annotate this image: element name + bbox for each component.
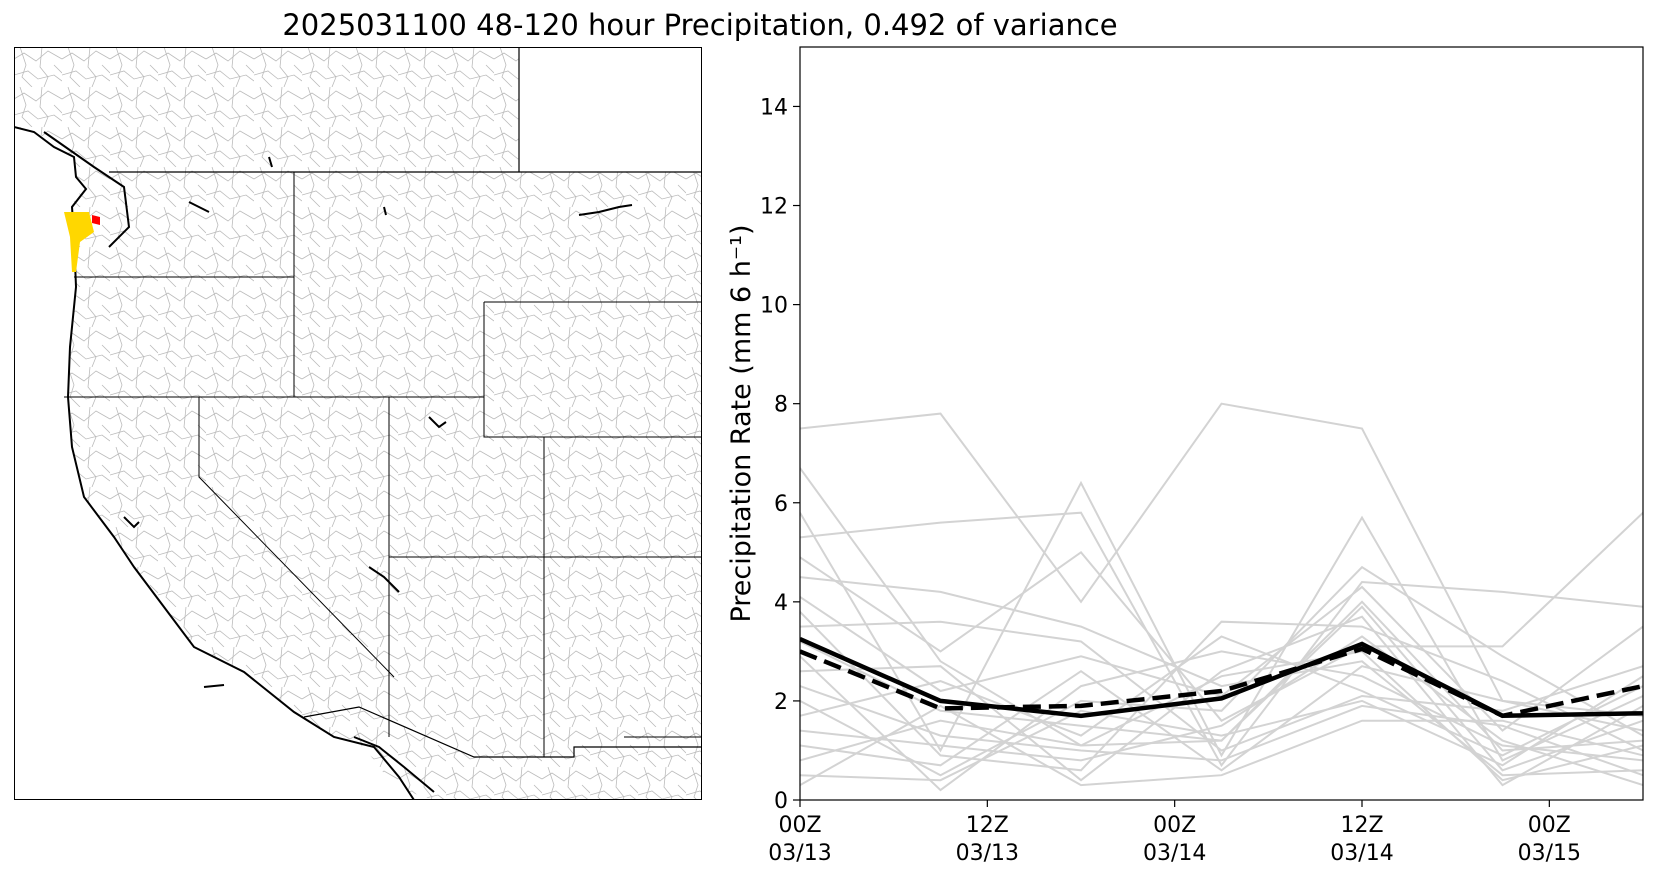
y-tick-label: 14 (760, 95, 788, 120)
border-mexico (303, 706, 702, 758)
x-tick-label: 03/14 (1143, 841, 1206, 866)
map-panel (14, 47, 702, 800)
x-tick-label: 03/15 (1518, 841, 1581, 866)
y-tick-label: 6 (774, 492, 788, 517)
ensemble-member-line-9 (800, 620, 1643, 752)
y-axis: 0 2 4 6 8 10 12 14 (760, 95, 800, 814)
ensemble-member-line-19 (800, 675, 1643, 782)
ensemble-member-line-10 (800, 605, 1643, 772)
region-map (14, 47, 702, 800)
ensemble-member-line-17 (800, 665, 1643, 772)
x-tick-label: 00Z (1153, 813, 1196, 838)
ensemble-member-line-15 (800, 635, 1643, 757)
ensemble-member-line-12 (800, 615, 1643, 787)
highlight-yellow (64, 212, 94, 272)
y-tick-label: 8 (774, 393, 788, 418)
x-tick-label: 00Z (778, 813, 821, 838)
lakes (123, 156, 633, 688)
ensemble-member-line-5 (800, 511, 1643, 722)
ensemble-member-line-4 (800, 511, 1643, 768)
ensemble-members (800, 402, 1643, 792)
mean-lines (800, 636, 1643, 719)
coastline (14, 126, 415, 800)
ensemble-member-line-11 (800, 650, 1643, 792)
ensemble-member-line-8 (800, 611, 1643, 772)
mean-solid-line (800, 636, 1643, 719)
ensemble-member-line-3 (800, 480, 1643, 762)
x-tick-label: 03/14 (1330, 841, 1393, 866)
ensemble-member-line-18 (800, 650, 1643, 782)
ensemble-member-line-20 (800, 704, 1643, 787)
x-tick-label: 12Z (966, 813, 1009, 838)
highlight-red (92, 215, 100, 225)
chart-title: 2025031100 48-120 hour Precipitation, 0.… (282, 8, 1118, 42)
y-tick-label: 0 (774, 789, 788, 814)
x-tick-label: 03/13 (956, 841, 1019, 866)
x-axis: 00Z 03/13 12Z 03/13 00Z 03/14 12Z 03/14 00Z 03/15… (768, 800, 1581, 866)
y-tick-label: 2 (774, 690, 788, 715)
ensemble-member-line-2 (800, 467, 1643, 752)
ensemble-member-line-1 (800, 402, 1643, 732)
plot-frame (799, 46, 1644, 801)
ensemble-member-line-13 (800, 685, 1643, 777)
x-tick-label: 12Z (1340, 813, 1383, 838)
state-borders (64, 172, 702, 757)
mean-dashed-line (800, 646, 1643, 719)
y-tick-label: 4 (774, 591, 788, 616)
y-tick-label: 10 (760, 294, 788, 319)
ensemble-member-line-6 (800, 576, 1643, 777)
x-tick-label: 00Z (1528, 813, 1571, 838)
ensemble-member-line-7 (800, 585, 1643, 732)
y-axis-label: Precipitation Rate (mm 6 h⁻¹) (726, 224, 757, 622)
ensemble-member-line-16 (800, 635, 1643, 787)
ensemble-member-line-14 (800, 565, 1643, 777)
y-tick-label: 12 (760, 195, 788, 220)
x-tick-label: 03/13 (768, 841, 831, 866)
